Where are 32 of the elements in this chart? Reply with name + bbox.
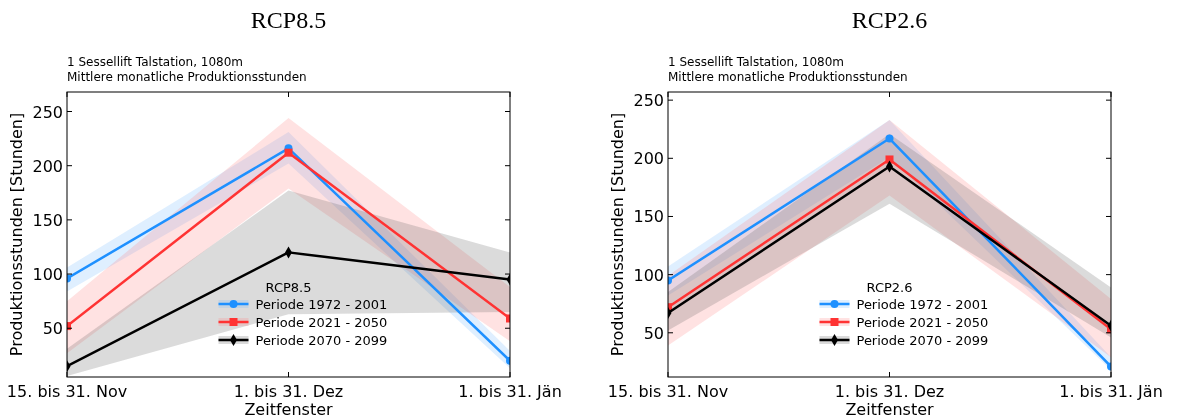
x-tick-label: 1. bis 31. Jän bbox=[458, 382, 562, 401]
x-tick-label: 1. bis 31. Dez bbox=[233, 382, 344, 401]
y-tick-label: 150 bbox=[32, 210, 63, 230]
y-tick-label: 50 bbox=[643, 323, 664, 343]
legend-label: Periode 1972 - 2001 bbox=[856, 297, 989, 312]
y-tick-label: 100 bbox=[32, 265, 63, 285]
legend-label: Periode 2021 - 2050 bbox=[856, 315, 989, 330]
legend-label: Periode 1972 - 2001 bbox=[255, 297, 388, 312]
y-tick-label: 250 bbox=[633, 91, 664, 111]
x-tick-label: 1. bis 31. Jän bbox=[1059, 382, 1163, 401]
legend-label: Periode 2070 - 2099 bbox=[856, 333, 989, 348]
y-tick-label: 200 bbox=[633, 149, 664, 169]
y-tick-label: 200 bbox=[32, 156, 63, 176]
y-tick-label: 150 bbox=[633, 207, 664, 227]
y-tick-label: 50 bbox=[42, 319, 63, 339]
x-tick-label: 15. bis 31. Nov bbox=[607, 382, 729, 401]
chart-subtitle: 1 Sessellift Talstation, 1080m Mittlere monatliche Produktionsstunden bbox=[67, 55, 307, 84]
legend-label: Periode 2021 - 2050 bbox=[255, 315, 388, 330]
chart-subtitle: 1 Sessellift Talstation, 1080m Mittlere monatliche Produktionsstunden bbox=[668, 55, 908, 84]
chart-title: RCP2.6 bbox=[851, 7, 928, 33]
chart-title: RCP8.5 bbox=[250, 7, 327, 33]
legend-title: RCP8.5 bbox=[265, 280, 312, 295]
y-axis-title: Produktionsstunden [Stunden] bbox=[7, 112, 26, 357]
x-tick-label: 15. bis 31. Nov bbox=[6, 382, 128, 401]
y-tick-label: 100 bbox=[633, 265, 664, 285]
x-axis-title: Zeitfenster bbox=[244, 400, 334, 419]
y-axis-title: Produktionsstunden [Stunden] bbox=[608, 112, 627, 357]
x-axis-title: Zeitfenster bbox=[845, 400, 935, 419]
legend-title: RCP2.6 bbox=[866, 280, 913, 295]
y-tick-label: 250 bbox=[32, 102, 63, 122]
legend-label: Periode 2070 - 2099 bbox=[255, 333, 388, 348]
x-tick-label: 1. bis 31. Dez bbox=[834, 382, 945, 401]
